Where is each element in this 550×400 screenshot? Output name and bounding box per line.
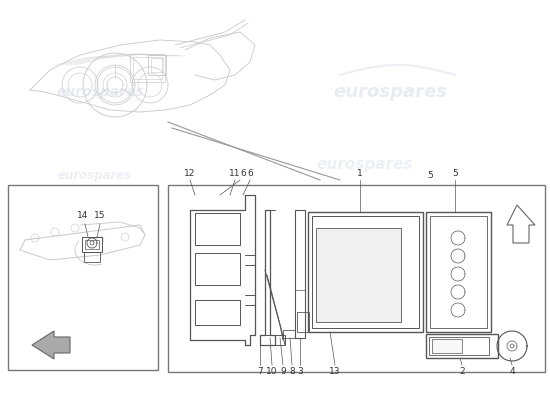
Bar bbox=[430, 216, 487, 328]
Bar bbox=[8, 185, 158, 370]
Text: eurospares: eurospares bbox=[56, 85, 144, 99]
Text: 10: 10 bbox=[266, 367, 278, 376]
Text: 5: 5 bbox=[452, 169, 458, 178]
Bar bbox=[195, 253, 240, 285]
Bar bbox=[297, 312, 309, 332]
Bar bbox=[316, 228, 401, 322]
Text: 6: 6 bbox=[240, 169, 246, 178]
Bar bbox=[133, 57, 162, 79]
Bar bbox=[130, 54, 165, 82]
Text: 9: 9 bbox=[280, 367, 286, 376]
Text: 2: 2 bbox=[459, 367, 465, 376]
Bar bbox=[82, 237, 102, 252]
Text: eurospares: eurospares bbox=[58, 168, 132, 182]
Bar bbox=[84, 252, 100, 262]
Bar bbox=[426, 212, 491, 332]
Bar bbox=[195, 300, 240, 325]
Bar bbox=[168, 185, 545, 372]
Bar bbox=[295, 210, 305, 338]
Text: 13: 13 bbox=[329, 367, 341, 376]
Bar bbox=[151, 58, 163, 72]
Polygon shape bbox=[32, 331, 70, 359]
Bar bbox=[429, 337, 489, 355]
Bar bbox=[308, 212, 423, 332]
Bar bbox=[85, 240, 99, 249]
Bar bbox=[283, 330, 295, 338]
Text: 7: 7 bbox=[257, 367, 263, 376]
Bar bbox=[260, 335, 285, 345]
Polygon shape bbox=[507, 205, 535, 243]
Text: 1: 1 bbox=[357, 169, 363, 178]
Text: 12: 12 bbox=[184, 169, 196, 178]
Text: eurospares: eurospares bbox=[333, 83, 447, 101]
Text: 3: 3 bbox=[297, 367, 303, 376]
Text: 6: 6 bbox=[247, 169, 253, 178]
Text: 11: 11 bbox=[229, 169, 241, 178]
Bar bbox=[426, 334, 498, 358]
Bar bbox=[148, 55, 166, 75]
Bar bbox=[432, 339, 462, 353]
Text: 15: 15 bbox=[94, 211, 106, 220]
Text: eurospares: eurospares bbox=[317, 158, 413, 172]
Bar bbox=[312, 216, 419, 328]
Text: 14: 14 bbox=[78, 211, 89, 220]
Text: 8: 8 bbox=[289, 367, 295, 376]
Text: 5: 5 bbox=[427, 171, 433, 180]
Bar bbox=[195, 213, 240, 245]
Text: 4: 4 bbox=[509, 367, 515, 376]
